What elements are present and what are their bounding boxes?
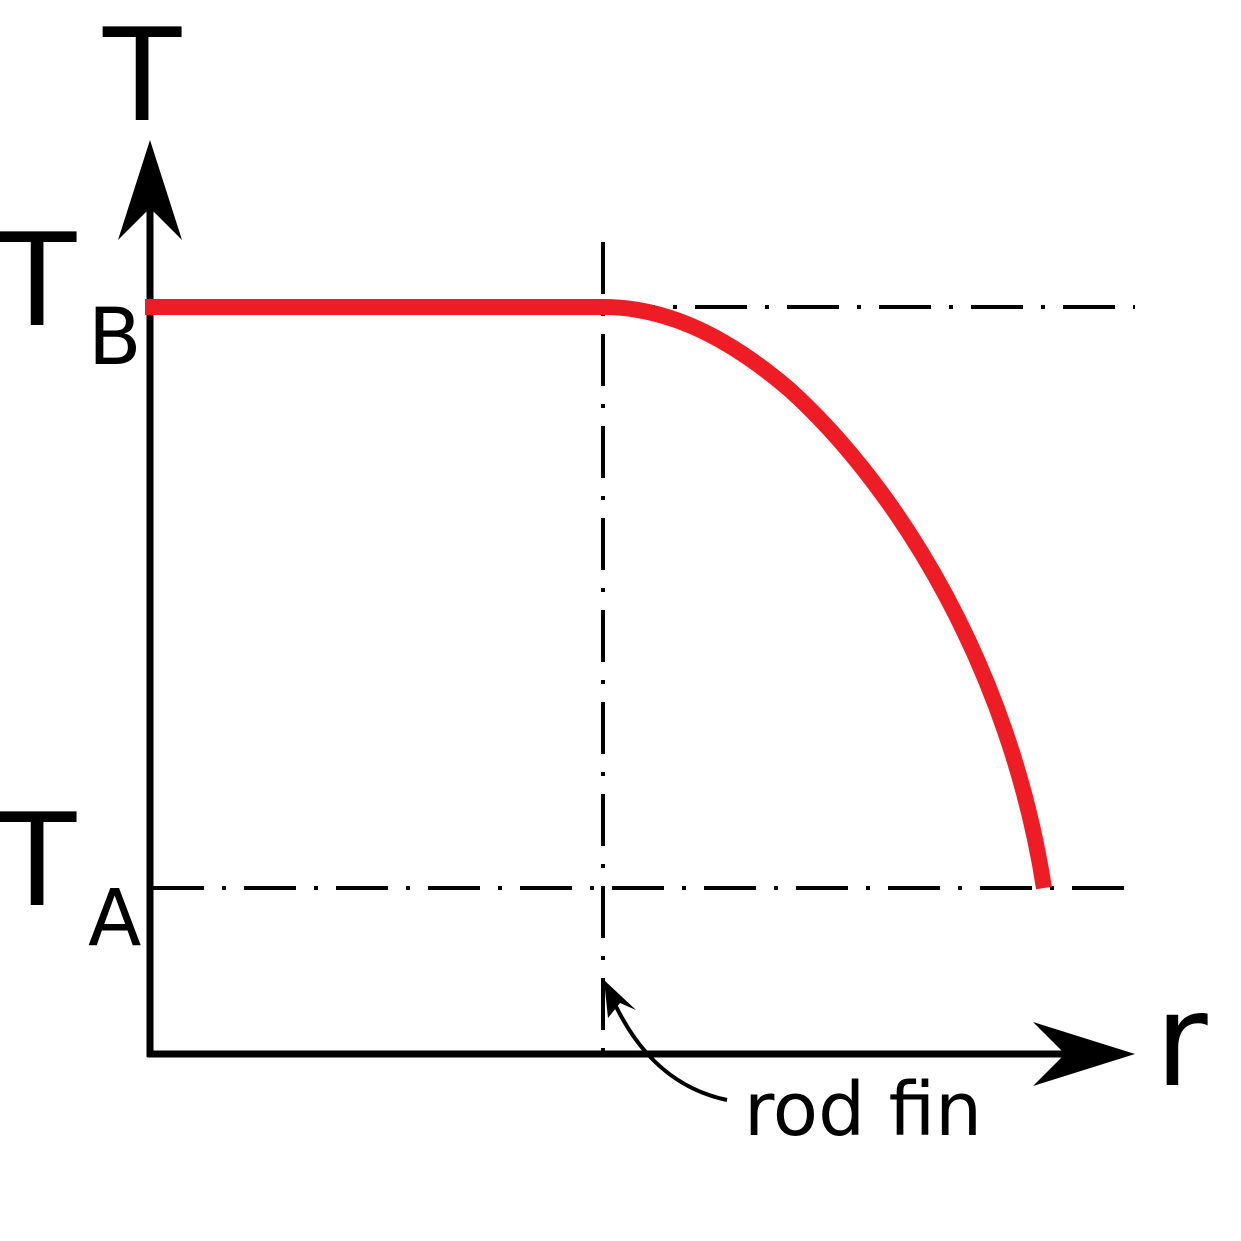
rod-fin-annotation: rod fin (744, 1067, 982, 1153)
annotation-arrowhead (604, 980, 636, 1018)
x-axis-label: r (1155, 967, 1208, 1116)
x-axis-arrowhead (1033, 1022, 1135, 1086)
tb-label-main: T (0, 207, 77, 356)
annotation-arrow-line (610, 997, 728, 1102)
y-axis-label: T (102, 2, 182, 151)
ta-label-subscript: A (88, 874, 141, 964)
y-axis-arrowhead (118, 140, 182, 240)
ta-label-main: T (0, 787, 77, 936)
tb-label-subscript: B (88, 293, 142, 383)
temperature-curve (145, 299, 1052, 890)
